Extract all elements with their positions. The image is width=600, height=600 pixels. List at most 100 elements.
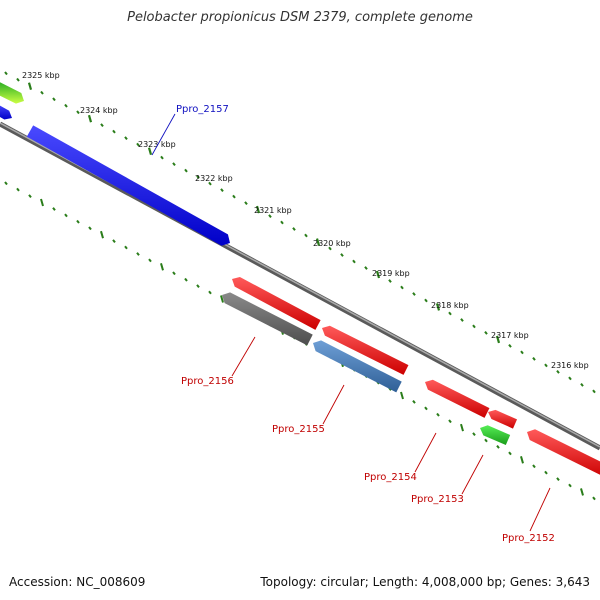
outer-tick (304, 233, 308, 238)
accession-text: Accession: NC_008609 (9, 575, 146, 589)
inner-tick (496, 445, 500, 449)
outer-tick-row (4, 71, 596, 394)
inner-tick (160, 263, 164, 271)
inner-tick (172, 271, 176, 276)
scale-tick-label: 2318 kbp (431, 301, 469, 310)
outer-tick (244, 201, 248, 205)
gene-arrow (480, 425, 511, 446)
gene-leader-line (151, 113, 176, 156)
outer-tick (532, 357, 536, 361)
gene-arrow (232, 276, 321, 330)
inner-tick (28, 194, 32, 198)
inner-tick (556, 477, 560, 481)
gene-arrow (488, 409, 518, 429)
inner-tick (424, 406, 428, 411)
outer-tick (412, 292, 416, 296)
outer-tick (172, 162, 176, 167)
outer-tick (52, 97, 56, 102)
outer-tick (208, 181, 212, 186)
inner-tick (208, 290, 212, 295)
gene-label: Ppro_2153 (411, 494, 464, 505)
gene-arrow (26, 125, 230, 246)
inner-tick (532, 464, 536, 469)
outer-tick (16, 77, 20, 82)
inner-tick (184, 277, 188, 282)
outer-tick (448, 311, 452, 316)
outer-tick (340, 253, 344, 257)
inner-tick (400, 391, 404, 400)
outer-tick (280, 220, 284, 225)
scale-tick-label: 2323 kbp (138, 140, 176, 149)
outer-tick (112, 129, 116, 134)
outer-tick (400, 285, 404, 290)
outer-tick (568, 376, 572, 381)
gene-label: Ppro_2157 (176, 104, 229, 115)
outer-tick (580, 382, 584, 387)
outer-tick (268, 214, 272, 218)
topology-text: Topology: circular; Length: 4,008,000 bp… (260, 575, 590, 589)
gene-arrow (313, 340, 402, 393)
gene-label: Ppro_2156 (181, 376, 234, 387)
scale-tick-label: 2317 kbp (491, 331, 529, 340)
gene-arrow (425, 379, 490, 418)
inner-tick (148, 258, 152, 263)
outer-tick (495, 335, 501, 344)
scale-tick-label: 2319 kbp (372, 269, 410, 278)
inner-tick (88, 226, 92, 231)
gene-label: Ppro_2155 (272, 424, 325, 435)
gene-label: Ppro_2152 (502, 533, 555, 544)
outer-tick (100, 123, 104, 128)
outer-tick (160, 155, 164, 160)
gene-arrow (322, 325, 409, 375)
outer-tick (388, 279, 392, 283)
outer-tick (375, 270, 381, 279)
map-title: Pelobacter propionicus DSM 2379, complet… (127, 10, 473, 25)
inner-tick (16, 187, 20, 192)
scale-tick-label: 2324 kbp (80, 106, 118, 115)
inner-tick (40, 198, 44, 207)
outer-tick (484, 331, 488, 335)
scale-tick-label: 2320 kbp (313, 239, 351, 248)
outer-tick (292, 227, 296, 231)
inner-tick (196, 284, 200, 289)
outer-tick (27, 82, 33, 91)
inner-tick (508, 451, 512, 456)
outer-tick (220, 188, 224, 192)
inner-tick (436, 412, 440, 417)
outer-tick (196, 175, 200, 179)
inner-tick (592, 496, 596, 501)
outer-tick (124, 136, 128, 141)
outer-tick (544, 363, 548, 368)
gene-labels: Ppro_2157 Ppro_2156 Ppro_2155 Ppro_2154 Ppro… (151, 104, 555, 544)
outer-tick (64, 103, 68, 108)
outer-tick (592, 389, 596, 394)
inner-tick (520, 456, 524, 464)
gene-arrow (0, 82, 24, 104)
outer-tick (460, 318, 464, 322)
scale-labels: 2325 kbp 2324 kbp 2323 kbp 2322 kbp 2321 kbp… (22, 71, 589, 370)
outer-tick (472, 324, 476, 329)
gene-leader-line (461, 454, 484, 495)
gene-leader-line (322, 384, 345, 425)
inner-tick (112, 239, 116, 243)
outer-tick (184, 168, 188, 173)
outer-tick (520, 350, 524, 355)
inner-tick (484, 438, 488, 443)
inner-tick (460, 423, 464, 432)
gene-features (0, 82, 600, 475)
gene-arrow (527, 429, 600, 475)
scale-tick-label: 2325 kbp (22, 71, 60, 80)
inner-tick (220, 295, 224, 303)
scale-tick-label: 2316 kbp (551, 361, 589, 370)
inner-tick (568, 483, 572, 488)
outer-tick (435, 303, 441, 311)
outer-tick (40, 90, 44, 95)
gene-label: Ppro_2154 (364, 472, 417, 483)
inner-tick (76, 219, 80, 224)
outer-tick (76, 110, 80, 115)
outer-tick (4, 71, 8, 76)
inner-tick (136, 252, 140, 256)
outer-tick (508, 344, 512, 348)
scale-tick-label: 2321 kbp (254, 206, 292, 215)
